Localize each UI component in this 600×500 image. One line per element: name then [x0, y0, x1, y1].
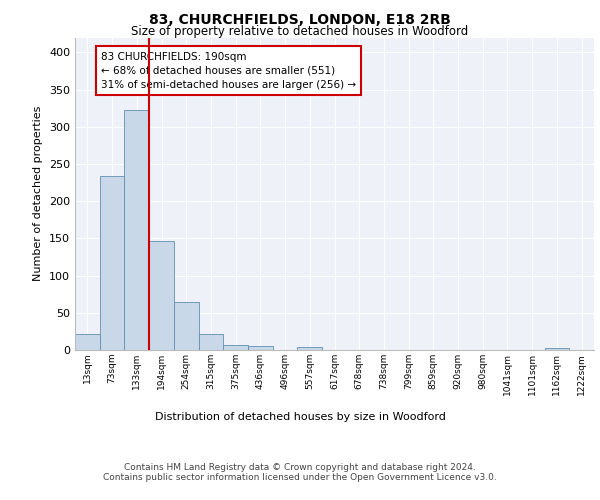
Text: Contains HM Land Registry data © Crown copyright and database right 2024.
Contai: Contains HM Land Registry data © Crown c… — [103, 462, 497, 482]
Y-axis label: Number of detached properties: Number of detached properties — [34, 106, 43, 282]
Text: 83, CHURCHFIELDS, LONDON, E18 2RB: 83, CHURCHFIELDS, LONDON, E18 2RB — [149, 12, 451, 26]
Bar — [100, 176, 124, 350]
Bar — [75, 334, 100, 350]
Text: 83 CHURCHFIELDS: 190sqm
← 68% of detached houses are smaller (551)
31% of semi-d: 83 CHURCHFIELDS: 190sqm ← 68% of detache… — [101, 52, 356, 90]
Bar — [149, 242, 174, 350]
Bar — [248, 346, 273, 350]
Bar — [223, 345, 248, 350]
Bar — [199, 334, 223, 350]
Bar — [124, 110, 149, 350]
Text: Distribution of detached houses by size in Woodford: Distribution of detached houses by size … — [155, 412, 445, 422]
Bar — [174, 302, 199, 350]
Bar — [545, 348, 569, 350]
Bar — [298, 347, 322, 350]
Text: Size of property relative to detached houses in Woodford: Size of property relative to detached ho… — [131, 25, 469, 38]
